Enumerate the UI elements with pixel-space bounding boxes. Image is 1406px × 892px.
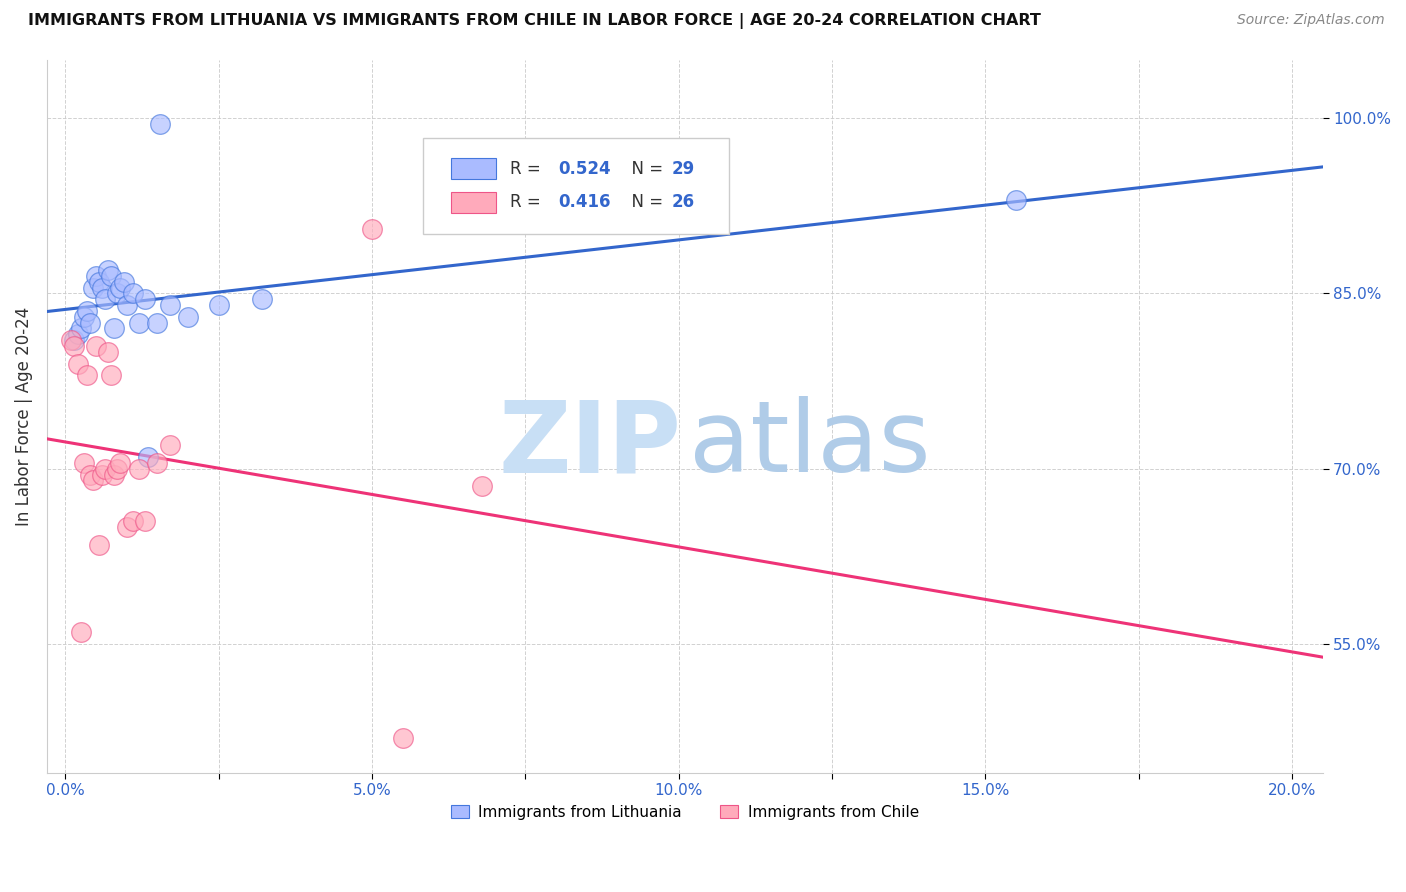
Point xyxy=(60,333,83,347)
Point xyxy=(73,456,96,470)
Point xyxy=(115,298,138,312)
Text: ZIP: ZIP xyxy=(498,396,681,493)
Point xyxy=(63,333,86,347)
Point xyxy=(100,368,122,383)
Point xyxy=(146,316,169,330)
Point xyxy=(76,304,98,318)
Text: IMMIGRANTS FROM LITHUANIA VS IMMIGRANTS FROM CHILE IN LABOR FORCE | AGE 20-24 CO: IMMIGRANTS FROM LITHUANIA VS IMMIGRANTS … xyxy=(28,13,1040,29)
Point xyxy=(103,321,125,335)
Point xyxy=(159,298,181,312)
Point xyxy=(134,292,156,306)
Point xyxy=(107,286,129,301)
Point xyxy=(82,280,104,294)
Point xyxy=(94,292,117,306)
Legend: Immigrants from Lithuania, Immigrants from Chile: Immigrants from Lithuania, Immigrants fr… xyxy=(444,798,925,826)
Point xyxy=(103,467,125,482)
Point xyxy=(1005,193,1028,207)
Point xyxy=(94,462,117,476)
Point xyxy=(82,474,104,488)
Text: N =: N = xyxy=(621,160,668,178)
Text: R =: R = xyxy=(510,160,546,178)
Point xyxy=(391,731,413,745)
Point xyxy=(69,321,91,335)
Point xyxy=(63,339,86,353)
Y-axis label: In Labor Force | Age 20-24: In Labor Force | Age 20-24 xyxy=(15,307,32,525)
Point xyxy=(149,117,172,131)
Point xyxy=(91,467,114,482)
Point xyxy=(97,344,120,359)
Point xyxy=(134,515,156,529)
Point xyxy=(115,520,138,534)
Point xyxy=(177,310,200,324)
Point xyxy=(361,222,384,236)
FancyBboxPatch shape xyxy=(451,158,496,179)
Point xyxy=(128,462,150,476)
Point xyxy=(66,357,89,371)
Point xyxy=(84,268,107,283)
Text: Source: ZipAtlas.com: Source: ZipAtlas.com xyxy=(1237,13,1385,28)
Text: 29: 29 xyxy=(672,160,695,178)
Point xyxy=(87,538,110,552)
Point xyxy=(97,263,120,277)
Point xyxy=(121,515,143,529)
Point xyxy=(84,339,107,353)
Point xyxy=(87,275,110,289)
Point xyxy=(73,310,96,324)
Point xyxy=(100,268,122,283)
FancyBboxPatch shape xyxy=(423,138,730,235)
Text: N =: N = xyxy=(621,194,668,211)
Point xyxy=(112,275,135,289)
Point xyxy=(471,479,494,493)
Text: 0.416: 0.416 xyxy=(558,194,612,211)
Point xyxy=(91,280,114,294)
Point xyxy=(159,438,181,452)
Point xyxy=(69,625,91,640)
Text: 0.524: 0.524 xyxy=(558,160,612,178)
Point xyxy=(66,327,89,342)
Point xyxy=(121,286,143,301)
Point xyxy=(128,316,150,330)
Point xyxy=(79,467,101,482)
Point xyxy=(207,298,229,312)
Text: atlas: atlas xyxy=(689,396,931,493)
Point xyxy=(79,316,101,330)
Point xyxy=(110,280,132,294)
Text: R =: R = xyxy=(510,194,546,211)
FancyBboxPatch shape xyxy=(451,192,496,213)
Point xyxy=(110,456,132,470)
Text: 26: 26 xyxy=(672,194,695,211)
Point xyxy=(107,462,129,476)
Point xyxy=(136,450,159,464)
Point xyxy=(250,292,273,306)
Point xyxy=(146,456,169,470)
Point xyxy=(76,368,98,383)
